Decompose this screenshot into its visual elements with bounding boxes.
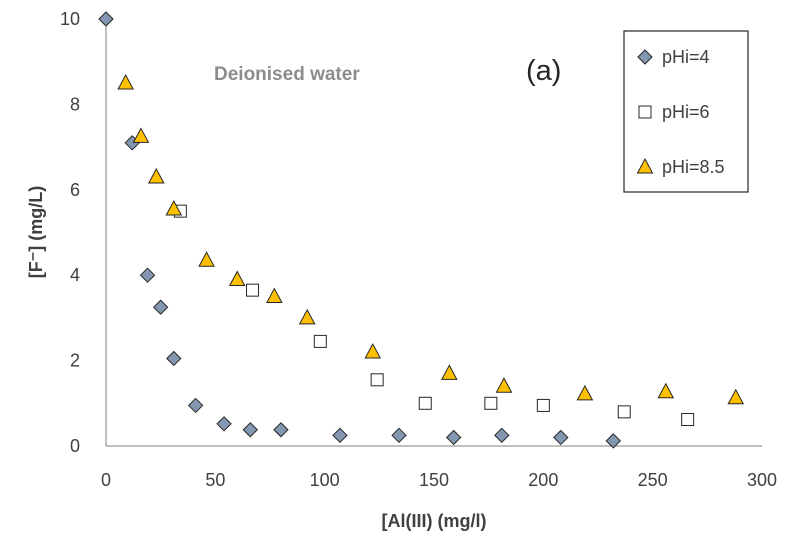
x-tick-label: 200 [528, 470, 558, 490]
legend: pHi=4 pHi=6 pHi=8.5 [623, 30, 749, 193]
x-tick-label: 150 [419, 470, 449, 490]
point-series-2 [440, 364, 458, 380]
y-tick-label: 10 [60, 9, 80, 29]
legend-label-1: pHi=6 [662, 102, 710, 122]
point-series-0 [242, 422, 259, 438]
annotation-deionised-water: Deionised water [214, 64, 360, 85]
point-series-2 [117, 73, 135, 90]
point-series-2 [132, 127, 150, 143]
legend-label-2: pHi=8.5 [662, 157, 725, 177]
x-tick-labels: 0 50 100 150 200 250 300 [101, 470, 777, 490]
point-series-0 [187, 397, 204, 414]
point-series-2 [266, 287, 283, 304]
x-tick-label: 50 [205, 470, 225, 490]
point-series-0 [391, 427, 407, 444]
point-series-0 [553, 429, 569, 446]
data-points [98, 11, 745, 449]
point-series-0 [166, 350, 182, 367]
annotation-panel-label: (a) [526, 55, 561, 87]
y-tick-label: 8 [70, 94, 80, 114]
y-axis-title: [F⁻] (mg/L) [26, 186, 46, 278]
y-tick-label: 0 [70, 436, 80, 456]
y-tick-label: 2 [70, 351, 80, 371]
point-series-1 [313, 334, 327, 348]
point-series-0 [273, 422, 289, 438]
y-tick-label: 6 [70, 180, 80, 200]
point-series-2 [364, 343, 382, 359]
point-series-0 [216, 416, 232, 432]
point-series-2 [228, 270, 246, 286]
point-series-0 [494, 427, 510, 444]
point-series-0 [332, 427, 348, 444]
point-series-2 [727, 388, 745, 405]
x-axis-title: [Al(III) (mg/l) [382, 511, 487, 531]
point-series-0 [139, 267, 156, 283]
point-series-2 [657, 382, 675, 399]
x-tick-label: 300 [747, 470, 777, 490]
legend-marker-2 [636, 157, 654, 174]
point-series-0 [152, 299, 169, 315]
legend-marker-1 [638, 105, 652, 119]
point-series-1 [370, 373, 384, 387]
point-series-1 [617, 405, 631, 419]
legend-marker-0 [637, 49, 653, 65]
point-series-2 [198, 251, 215, 267]
point-series-2 [147, 167, 165, 184]
point-series-0 [445, 429, 462, 446]
point-series-1 [536, 398, 550, 412]
point-series-1 [681, 413, 695, 427]
y-tick-labels: 0 2 4 6 8 10 [60, 9, 80, 456]
y-tick-label: 4 [70, 265, 80, 285]
point-series-1 [246, 283, 260, 297]
point-series-2 [298, 308, 316, 325]
x-tick-label: 0 [101, 470, 111, 490]
point-series-0 [605, 433, 622, 449]
legend-label-0: pHi=4 [662, 47, 710, 67]
point-series-2 [495, 377, 513, 393]
point-series-1 [418, 396, 432, 410]
point-series-1 [484, 396, 498, 410]
axes [105, 19, 762, 447]
point-series-2 [576, 384, 594, 401]
point-series-0 [98, 11, 114, 27]
point-series-2 [165, 199, 183, 216]
x-tick-label: 100 [310, 470, 340, 490]
x-tick-label: 250 [638, 470, 668, 490]
